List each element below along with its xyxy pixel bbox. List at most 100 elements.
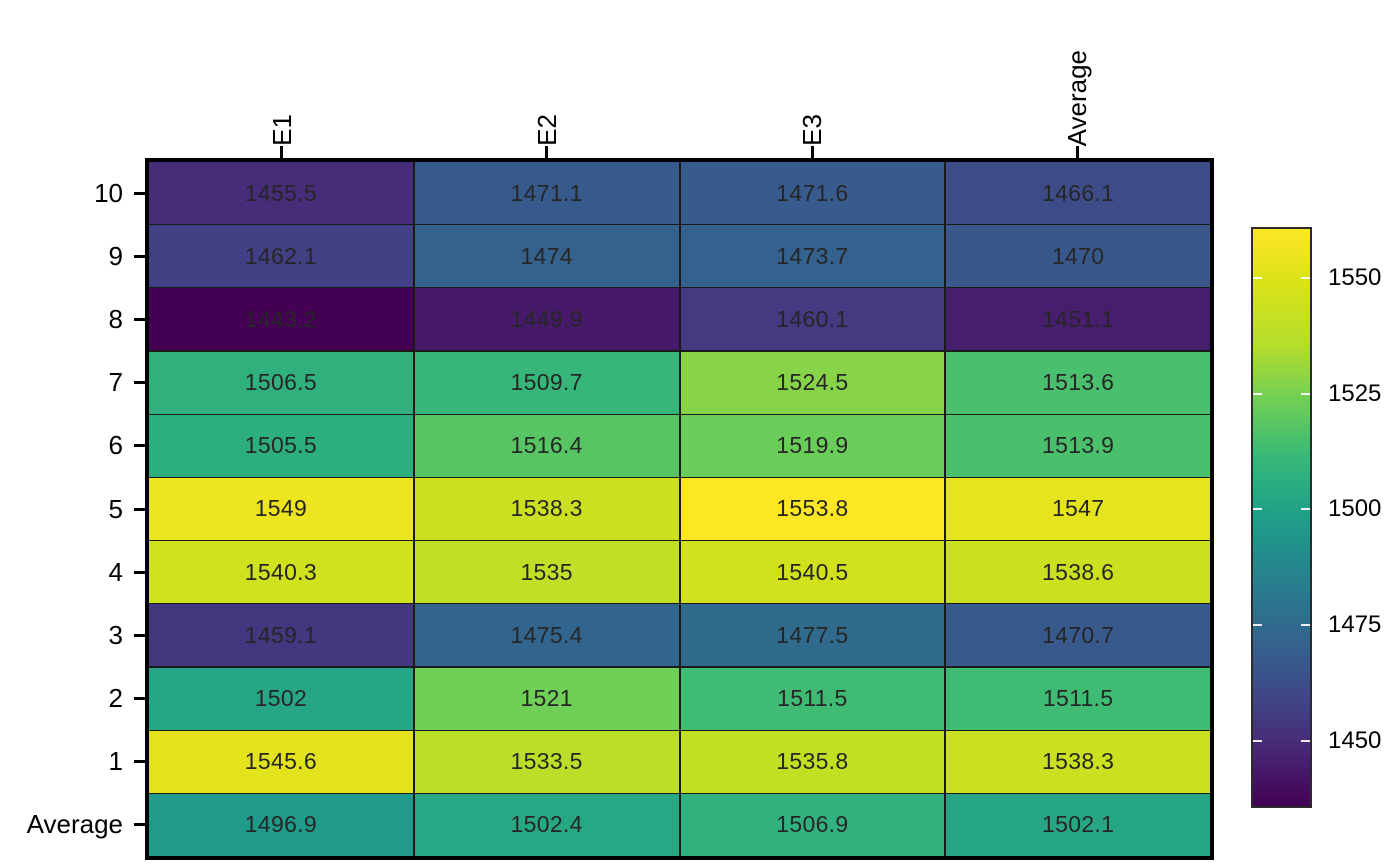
heatmap-plot: 1455.5 1471.1 1471.6 1466.1 1462.1 1474 1473.7…	[145, 158, 1214, 860]
x-tick-label-text: E3	[797, 114, 828, 146]
heatmap-cell: 1519.9	[680, 414, 945, 477]
cell-value: 1459.1	[244, 621, 317, 648]
colorbar-tick	[1301, 508, 1310, 511]
cell-value: 1513.6	[1042, 369, 1115, 396]
colorbar-tick	[1253, 624, 1262, 627]
x-tick-label: E1	[149, 0, 414, 146]
y-tick-label: 8	[108, 304, 123, 335]
cell-value: 1549	[254, 495, 308, 522]
cell-value: 1477.5	[776, 621, 849, 648]
axis-tick	[134, 696, 149, 700]
cell-value: 1473.7	[776, 242, 849, 269]
heatmap-cell: 1513.6	[946, 351, 1210, 414]
heatmap-cell: 1538.3	[946, 730, 1210, 793]
cell-value: 1509.7	[510, 369, 583, 396]
cell-value: 1475.4	[510, 621, 583, 648]
cell-value: 1538.3	[1042, 748, 1115, 775]
heatmap-cell: 1449.9	[414, 288, 679, 351]
axis-tick	[545, 146, 549, 162]
axis-tick	[134, 822, 149, 826]
colorbar-tick	[1301, 276, 1310, 279]
colorbar-tick	[1253, 276, 1262, 279]
cell-value: 1524.5	[776, 369, 849, 396]
cell-value: 1474	[520, 242, 573, 269]
axis-tick	[134, 633, 149, 637]
heatmap-grid: 1455.5 1471.1 1471.6 1466.1 1462.1 1474 1473.7…	[149, 162, 1210, 856]
heatmap-cell: 1443.2	[149, 288, 413, 351]
axis-tick	[134, 318, 149, 322]
heatmap-cell: 1471.1	[414, 162, 679, 224]
axis-tick	[1075, 146, 1079, 162]
cell-value: 1540.3	[244, 558, 317, 585]
heatmap-cell: 1516.4	[414, 414, 679, 477]
cell-value: 1545.6	[244, 748, 317, 775]
axis-tick	[134, 570, 149, 574]
heatmap-cell: 1506.9	[680, 793, 945, 856]
cell-value: 1538.3	[510, 495, 583, 522]
heatmap-cell: 1506.5	[149, 351, 413, 414]
y-tick-label: Average	[26, 808, 123, 839]
y-tick-label: 4	[108, 556, 123, 587]
cell-value: 1451.1	[1042, 305, 1115, 332]
cell-value: 1502.1	[1042, 811, 1115, 838]
heatmap-cell: 1475.4	[414, 604, 679, 667]
heatmap-cell: 1524.5	[680, 351, 945, 414]
axis-tick	[280, 146, 284, 162]
cell-value: 1470.7	[1042, 621, 1115, 648]
heatmap-cell: 1509.7	[414, 351, 679, 414]
x-tick-label-text: E1	[266, 114, 297, 146]
y-axis-labels: 10 9 8 7 6 5 4 3 2 1 Average	[0, 162, 130, 856]
colorbar-tick-label: 1525	[1328, 379, 1382, 407]
heatmap-cell: 1466.1	[946, 162, 1210, 224]
x-tick-label-text: Average	[1062, 49, 1093, 146]
y-tick-label: 2	[108, 682, 123, 713]
cell-value: 1535	[520, 558, 573, 585]
cell-value: 1455.5	[244, 179, 317, 206]
colorbar-tick	[1253, 740, 1262, 743]
heatmap-cell: 1460.1	[680, 288, 945, 351]
heatmap-cell: 1521	[414, 667, 679, 730]
heatmap-cell: 1496.9	[149, 793, 413, 856]
heatmap-cell: 1553.8	[680, 477, 945, 540]
x-tick-label: E2	[414, 0, 679, 146]
heatmap-cell: 1502.1	[946, 793, 1210, 856]
cell-value: 1506.5	[244, 369, 317, 396]
axis-tick	[134, 255, 149, 259]
cell-value: 1502	[254, 685, 308, 712]
colorbar-tick	[1301, 740, 1310, 743]
heatmap-cell: 1538.3	[414, 477, 679, 540]
heatmap-cell: 1459.1	[149, 604, 413, 667]
heatmap-cell: 1502	[149, 667, 413, 730]
axis-tick	[134, 381, 149, 385]
cell-value: 1466.1	[1042, 179, 1115, 206]
x-tick-label: E3	[680, 0, 945, 146]
heatmap-cell: 1477.5	[680, 604, 945, 667]
heatmap-cell: 1470	[946, 225, 1210, 288]
cell-value: 1519.9	[776, 432, 849, 459]
axis-tick	[810, 146, 814, 162]
cell-value: 1443.2	[244, 305, 317, 332]
colorbar	[1251, 227, 1312, 808]
y-tick-label: 10	[94, 178, 123, 209]
x-tick-label: Average	[945, 0, 1210, 146]
axis-tick	[134, 759, 149, 763]
heatmap-cell: 1547	[946, 477, 1210, 540]
colorbar-tick-label: 1500	[1328, 495, 1382, 523]
cell-value: 1462.1	[244, 242, 317, 269]
y-tick-label: 3	[108, 619, 123, 650]
axis-tick	[134, 192, 149, 196]
colorbar-tick-label: 1475	[1328, 611, 1382, 639]
heatmap-cell: 1451.1	[946, 288, 1210, 351]
cell-value: 1471.6	[776, 179, 849, 206]
cell-value: 1538.6	[1042, 558, 1115, 585]
x-tick-label-text: E2	[531, 114, 562, 146]
cell-value: 1471.1	[510, 179, 583, 206]
cell-value: 1553.8	[776, 495, 849, 522]
cell-value: 1449.9	[510, 305, 583, 332]
heatmap-cell: 1538.6	[946, 541, 1210, 604]
y-tick-label: 6	[108, 430, 123, 461]
cell-value: 1460.1	[776, 305, 849, 332]
colorbar-tick	[1301, 392, 1310, 395]
cell-value: 1535.8	[776, 748, 849, 775]
heatmap-cell: 1535	[414, 541, 679, 604]
